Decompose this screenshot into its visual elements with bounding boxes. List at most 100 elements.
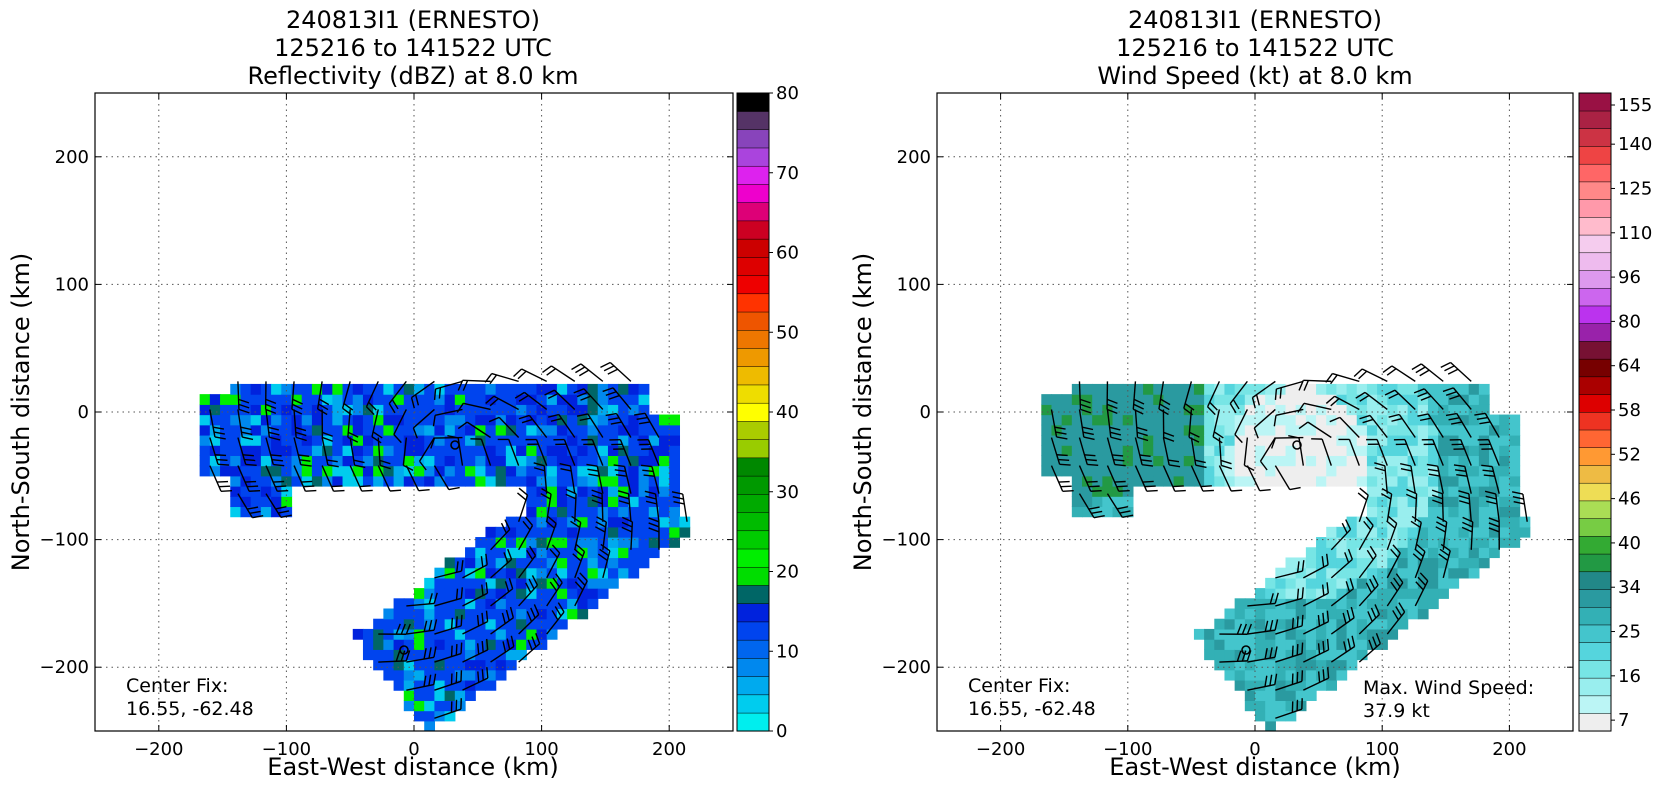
field-cell xyxy=(505,445,517,456)
field-cell xyxy=(1427,506,1439,518)
field-cell xyxy=(1244,383,1256,395)
field-cell xyxy=(1204,455,1215,467)
field-cell xyxy=(1275,434,1287,446)
wind-barb xyxy=(456,402,491,413)
field-cell xyxy=(1346,557,1358,569)
field-cell xyxy=(362,649,374,661)
field-cell xyxy=(342,404,354,416)
field-cell xyxy=(1326,537,1338,548)
wind-barb xyxy=(553,438,576,466)
field-cell xyxy=(240,475,252,487)
wind-barb xyxy=(570,515,582,550)
field-cell xyxy=(414,679,425,691)
field-cell xyxy=(362,414,374,426)
field-cell xyxy=(1509,434,1521,446)
field-cell xyxy=(505,618,517,630)
field-cell xyxy=(1336,598,1348,610)
field-cell xyxy=(1112,414,1124,426)
wind-barb xyxy=(513,368,548,383)
field-cell xyxy=(1499,424,1510,436)
field-cell xyxy=(516,383,527,395)
field-cell xyxy=(1285,608,1297,620)
field-cell xyxy=(444,383,456,395)
wind-barb xyxy=(546,573,563,607)
field-cell xyxy=(1438,486,1449,497)
field-cell xyxy=(587,516,599,528)
wind-barb xyxy=(1134,437,1154,467)
field-cell xyxy=(1326,577,1338,589)
field-cell xyxy=(485,424,497,436)
colorbar-swatch xyxy=(736,566,770,586)
field-cell xyxy=(1244,608,1256,620)
field-cell xyxy=(1214,475,1226,487)
field-cell xyxy=(465,690,476,701)
field-cell xyxy=(1397,465,1409,477)
field-cell xyxy=(1346,628,1358,640)
field-cell xyxy=(271,486,282,497)
field-cell xyxy=(556,434,568,446)
field-cell xyxy=(311,424,323,436)
field-cell xyxy=(240,506,252,518)
field-cell xyxy=(414,394,425,405)
field-cell xyxy=(1407,496,1419,508)
colorbar-swatch xyxy=(736,475,770,495)
wind-barb xyxy=(1481,464,1500,494)
field-cell xyxy=(1326,434,1338,446)
field-cell xyxy=(648,434,660,446)
field-cell xyxy=(505,516,517,528)
field-cell xyxy=(1112,506,1124,518)
wind-barb xyxy=(388,380,407,414)
field-cell xyxy=(1173,424,1185,436)
wind-barb xyxy=(518,575,539,607)
field-cell xyxy=(495,598,507,610)
field-cell xyxy=(628,526,640,538)
field-cell xyxy=(475,434,487,446)
field-cell xyxy=(424,588,436,599)
field-cell xyxy=(1356,557,1368,569)
field-cell xyxy=(454,588,466,599)
field-cell xyxy=(332,383,344,395)
field-cell xyxy=(1316,465,1327,477)
field-cell xyxy=(1427,465,1439,477)
field-cell xyxy=(516,628,527,640)
field-cell xyxy=(1265,414,1276,426)
field-cell xyxy=(444,434,456,446)
field-cell xyxy=(403,404,415,416)
field-cell xyxy=(1285,557,1297,569)
field-cell xyxy=(475,577,487,589)
field-cell xyxy=(556,588,568,599)
field-cell xyxy=(485,659,497,671)
field-cell xyxy=(1417,445,1429,456)
wind-barb xyxy=(293,437,312,467)
field-cell xyxy=(414,588,425,599)
field-cell xyxy=(1468,486,1480,497)
field-cell xyxy=(618,383,629,395)
field-cell xyxy=(383,383,395,395)
field-cell xyxy=(1316,659,1327,671)
field-cell xyxy=(658,445,670,456)
field-cell xyxy=(1122,404,1134,416)
wind-barb xyxy=(1386,544,1401,579)
field-cell xyxy=(1316,628,1327,640)
field-cell xyxy=(526,496,538,508)
field-cell xyxy=(1448,465,1460,477)
field-cell xyxy=(1255,383,1266,395)
field-cell xyxy=(1305,475,1317,487)
field-cell xyxy=(1407,465,1419,477)
field-cell xyxy=(373,649,384,661)
field-cell xyxy=(332,424,344,436)
colorbar-swatch xyxy=(736,293,770,313)
field-cell xyxy=(638,486,650,497)
field-cell xyxy=(628,475,640,487)
field-cell xyxy=(1316,649,1327,661)
field-cell xyxy=(475,608,487,620)
field-cell xyxy=(1122,383,1134,395)
field-cell xyxy=(658,475,670,487)
field-cell xyxy=(1427,516,1439,528)
field-cell xyxy=(536,455,548,467)
field-cell xyxy=(301,394,313,405)
field-cell xyxy=(648,537,660,548)
field-cell xyxy=(628,445,640,456)
reflectivity-panel: 240813I1 (ERNESTO) 125216 to 141522 UTC … xyxy=(7,6,799,781)
